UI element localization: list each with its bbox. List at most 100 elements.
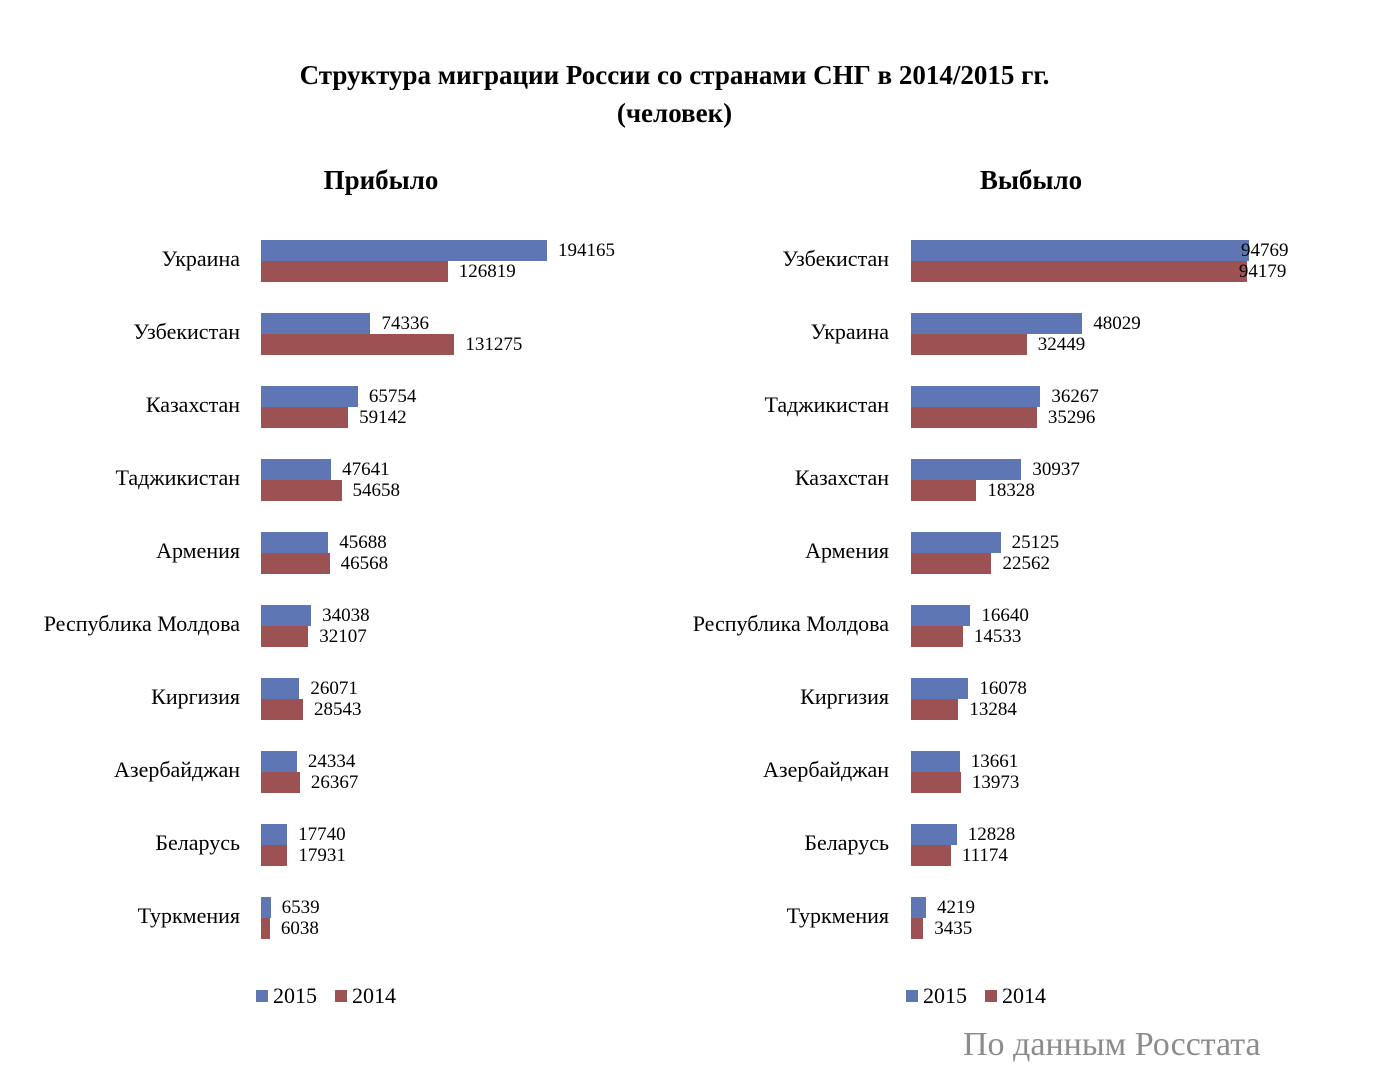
category-label: Беларусь <box>804 830 889 855</box>
data-label-2014: 59142 <box>359 407 407 428</box>
source-note: По данным Росстата <box>963 1026 1261 1063</box>
category-label: Узбекистан <box>782 246 889 271</box>
panel-title-departed: Выбыло <box>979 165 1083 195</box>
legend-swatch-2015 <box>906 990 918 1002</box>
bar-2014 <box>911 480 977 501</box>
data-label-2014: 28543 <box>314 699 362 720</box>
bar-2014 <box>261 407 349 428</box>
bar-2014 <box>911 261 1247 282</box>
bar-2015 <box>261 605 312 626</box>
bar-2014 <box>261 772 300 793</box>
bar-2014 <box>261 699 304 720</box>
bar-2014 <box>911 845 951 866</box>
bar-2014 <box>911 918 924 939</box>
category-label: Азербайджан <box>113 757 240 782</box>
bar-2014 <box>911 553 992 574</box>
data-label-2015: 26071 <box>310 678 358 699</box>
bar-2015 <box>261 313 371 334</box>
data-label-2015: 194165 <box>558 240 615 261</box>
bar-2015 <box>911 678 969 699</box>
bar-2015 <box>911 386 1041 407</box>
category-label: Таджикистан <box>764 392 889 417</box>
data-label-2014: 11174 <box>961 845 1008 866</box>
data-label-2014: 6038 <box>280 918 319 939</box>
bar-2014 <box>911 772 961 793</box>
category-label: Украина <box>810 319 889 344</box>
category-label: Туркмения <box>137 903 240 928</box>
category-label: Казахстан <box>145 392 240 417</box>
legend-label-2014: 2014 <box>352 983 396 1008</box>
legend-label-2014: 2014 <box>1002 983 1046 1008</box>
data-label-2015: 16640 <box>981 605 1029 626</box>
data-label-2015: 24334 <box>307 751 356 772</box>
bar-2015 <box>261 240 547 261</box>
bar-2014 <box>911 626 963 647</box>
legend-swatch-2014 <box>985 990 997 1002</box>
data-label-2015: 13661 <box>970 751 1019 772</box>
data-label-2015: 34038 <box>322 605 370 626</box>
data-label-2015: 65754 <box>368 386 417 407</box>
legend-swatch-2015 <box>256 990 268 1002</box>
bar-2015 <box>261 459 332 480</box>
data-label-2014: 35296 <box>1047 407 1096 428</box>
data-label-2015: 30937 <box>1032 459 1080 480</box>
bar-2014 <box>261 480 342 501</box>
data-label-2014: 14533 <box>973 626 1022 647</box>
category-label: Республика Молдова <box>43 611 240 636</box>
category-label: Узбекистан <box>133 319 240 344</box>
bar-2015 <box>911 897 927 918</box>
bar-2014 <box>261 334 455 355</box>
data-label-2015: 48029 <box>1093 313 1141 334</box>
legend-swatch-2014 <box>335 990 347 1002</box>
category-label: Туркмения <box>786 903 889 928</box>
data-label-2015: 45688 <box>339 532 387 553</box>
bar-2014 <box>261 626 309 647</box>
bar-2015 <box>911 459 1022 480</box>
category-label: Украина <box>161 246 240 271</box>
data-label-2015: 12828 <box>967 824 1016 845</box>
data-label-2014: 17931 <box>298 845 346 866</box>
data-label-2015: 4219 <box>937 897 976 918</box>
data-label-2014: 131275 <box>465 334 523 355</box>
bar-2015 <box>261 678 300 699</box>
category-label: Армения <box>805 538 889 563</box>
bar-2015 <box>261 751 297 772</box>
data-label-2015: 16078 <box>979 678 1027 699</box>
category-label: Киргизия <box>151 684 240 709</box>
bar-2015 <box>911 824 957 845</box>
bar-2015 <box>911 240 1249 261</box>
bar-2014 <box>911 699 959 720</box>
data-label-2014: 13973 <box>971 772 1020 793</box>
data-label-2014: 94179 <box>1238 261 1287 282</box>
data-label-2014: 3435 <box>934 918 973 939</box>
data-label-2015: 94769 <box>1241 240 1289 261</box>
bar-2014 <box>261 918 270 939</box>
bar-2015 <box>261 386 358 407</box>
chart-subtitle: (человек) <box>616 98 733 128</box>
data-label-2015: 47641 <box>342 459 390 480</box>
bar-2014 <box>911 407 1037 428</box>
bar-2014 <box>911 334 1027 355</box>
bar-2015 <box>911 532 1001 553</box>
legend-right: 2015 2014 <box>906 983 1046 1009</box>
category-label: Казахстан <box>794 465 889 490</box>
category-label: Азербайджан <box>762 757 889 782</box>
bar-2014 <box>261 553 330 574</box>
data-label-2015: 36267 <box>1051 386 1099 407</box>
bar-2014 <box>261 845 288 866</box>
data-label-2015: 74336 <box>381 313 429 334</box>
category-label: Киргизия <box>800 684 889 709</box>
panel-title-arrived: Прибыло <box>323 165 439 195</box>
bar-2014 <box>261 261 448 282</box>
bar-2015 <box>261 824 288 845</box>
chart-title: Структура миграции России со странами СН… <box>299 60 1050 90</box>
data-label-2015: 6539 <box>281 897 320 918</box>
legend-left: 2015 2014 <box>256 983 396 1009</box>
data-label-2014: 32107 <box>319 626 367 647</box>
data-label-2015: 25125 <box>1011 532 1060 553</box>
data-label-2014: 13284 <box>969 699 1017 720</box>
category-label: Армения <box>156 538 240 563</box>
legend-label-2015: 2015 <box>923 983 967 1008</box>
legend-label-2015: 2015 <box>273 983 317 1008</box>
data-label-2014: 54658 <box>352 480 401 501</box>
